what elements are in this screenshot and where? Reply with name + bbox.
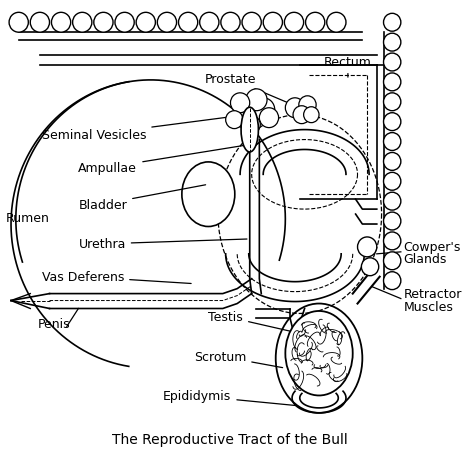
Circle shape bbox=[263, 13, 283, 33]
Circle shape bbox=[200, 13, 219, 33]
Circle shape bbox=[157, 13, 177, 33]
Circle shape bbox=[285, 99, 305, 118]
Circle shape bbox=[9, 13, 28, 33]
Text: Muscles: Muscles bbox=[404, 300, 454, 313]
Text: Scrotum: Scrotum bbox=[194, 350, 283, 368]
Text: Rumen: Rumen bbox=[6, 211, 50, 224]
Circle shape bbox=[230, 94, 250, 113]
Circle shape bbox=[233, 101, 260, 129]
Circle shape bbox=[243, 116, 260, 134]
Circle shape bbox=[221, 13, 240, 33]
Circle shape bbox=[252, 99, 275, 122]
Text: Testis: Testis bbox=[209, 310, 297, 333]
Text: Glands: Glands bbox=[404, 253, 447, 266]
Circle shape bbox=[259, 108, 279, 128]
Circle shape bbox=[179, 13, 198, 33]
Circle shape bbox=[242, 13, 261, 33]
Text: Ampullae: Ampullae bbox=[78, 146, 247, 174]
Circle shape bbox=[293, 106, 310, 124]
Circle shape bbox=[30, 13, 49, 33]
Circle shape bbox=[383, 94, 401, 111]
Ellipse shape bbox=[241, 108, 258, 152]
Circle shape bbox=[115, 13, 134, 33]
Text: Cowper's: Cowper's bbox=[404, 241, 461, 254]
Circle shape bbox=[383, 74, 401, 91]
Text: Bladder: Bladder bbox=[78, 185, 206, 211]
Circle shape bbox=[383, 173, 401, 191]
Circle shape bbox=[383, 14, 401, 32]
Text: The Reproductive Tract of the Bull: The Reproductive Tract of the Bull bbox=[112, 432, 347, 446]
Text: Rectum: Rectum bbox=[324, 56, 372, 78]
Circle shape bbox=[357, 238, 377, 257]
Text: Epididymis: Epididymis bbox=[163, 389, 297, 406]
Circle shape bbox=[52, 13, 71, 33]
Circle shape bbox=[383, 193, 401, 211]
Circle shape bbox=[383, 252, 401, 270]
Circle shape bbox=[304, 107, 319, 123]
Circle shape bbox=[361, 258, 379, 276]
Circle shape bbox=[383, 212, 401, 231]
Circle shape bbox=[94, 13, 113, 33]
Circle shape bbox=[383, 272, 401, 290]
Circle shape bbox=[383, 153, 401, 171]
Circle shape bbox=[383, 233, 401, 250]
Ellipse shape bbox=[182, 162, 235, 227]
Circle shape bbox=[226, 111, 243, 129]
Circle shape bbox=[73, 13, 92, 33]
Text: Retractor: Retractor bbox=[404, 288, 462, 300]
Circle shape bbox=[284, 13, 304, 33]
Text: Prostate: Prostate bbox=[205, 73, 297, 107]
Circle shape bbox=[136, 13, 155, 33]
Circle shape bbox=[299, 96, 316, 115]
Text: Seminal Vesicles: Seminal Vesicles bbox=[42, 116, 244, 142]
Text: Urethra: Urethra bbox=[78, 238, 247, 251]
Circle shape bbox=[383, 133, 401, 151]
Circle shape bbox=[383, 54, 401, 72]
Circle shape bbox=[306, 13, 325, 33]
Text: Vas Deferens: Vas Deferens bbox=[42, 271, 191, 284]
Ellipse shape bbox=[285, 311, 353, 395]
Circle shape bbox=[327, 13, 346, 33]
Circle shape bbox=[383, 34, 401, 52]
Text: Penis: Penis bbox=[38, 317, 71, 330]
Circle shape bbox=[246, 90, 267, 111]
Circle shape bbox=[383, 113, 401, 131]
